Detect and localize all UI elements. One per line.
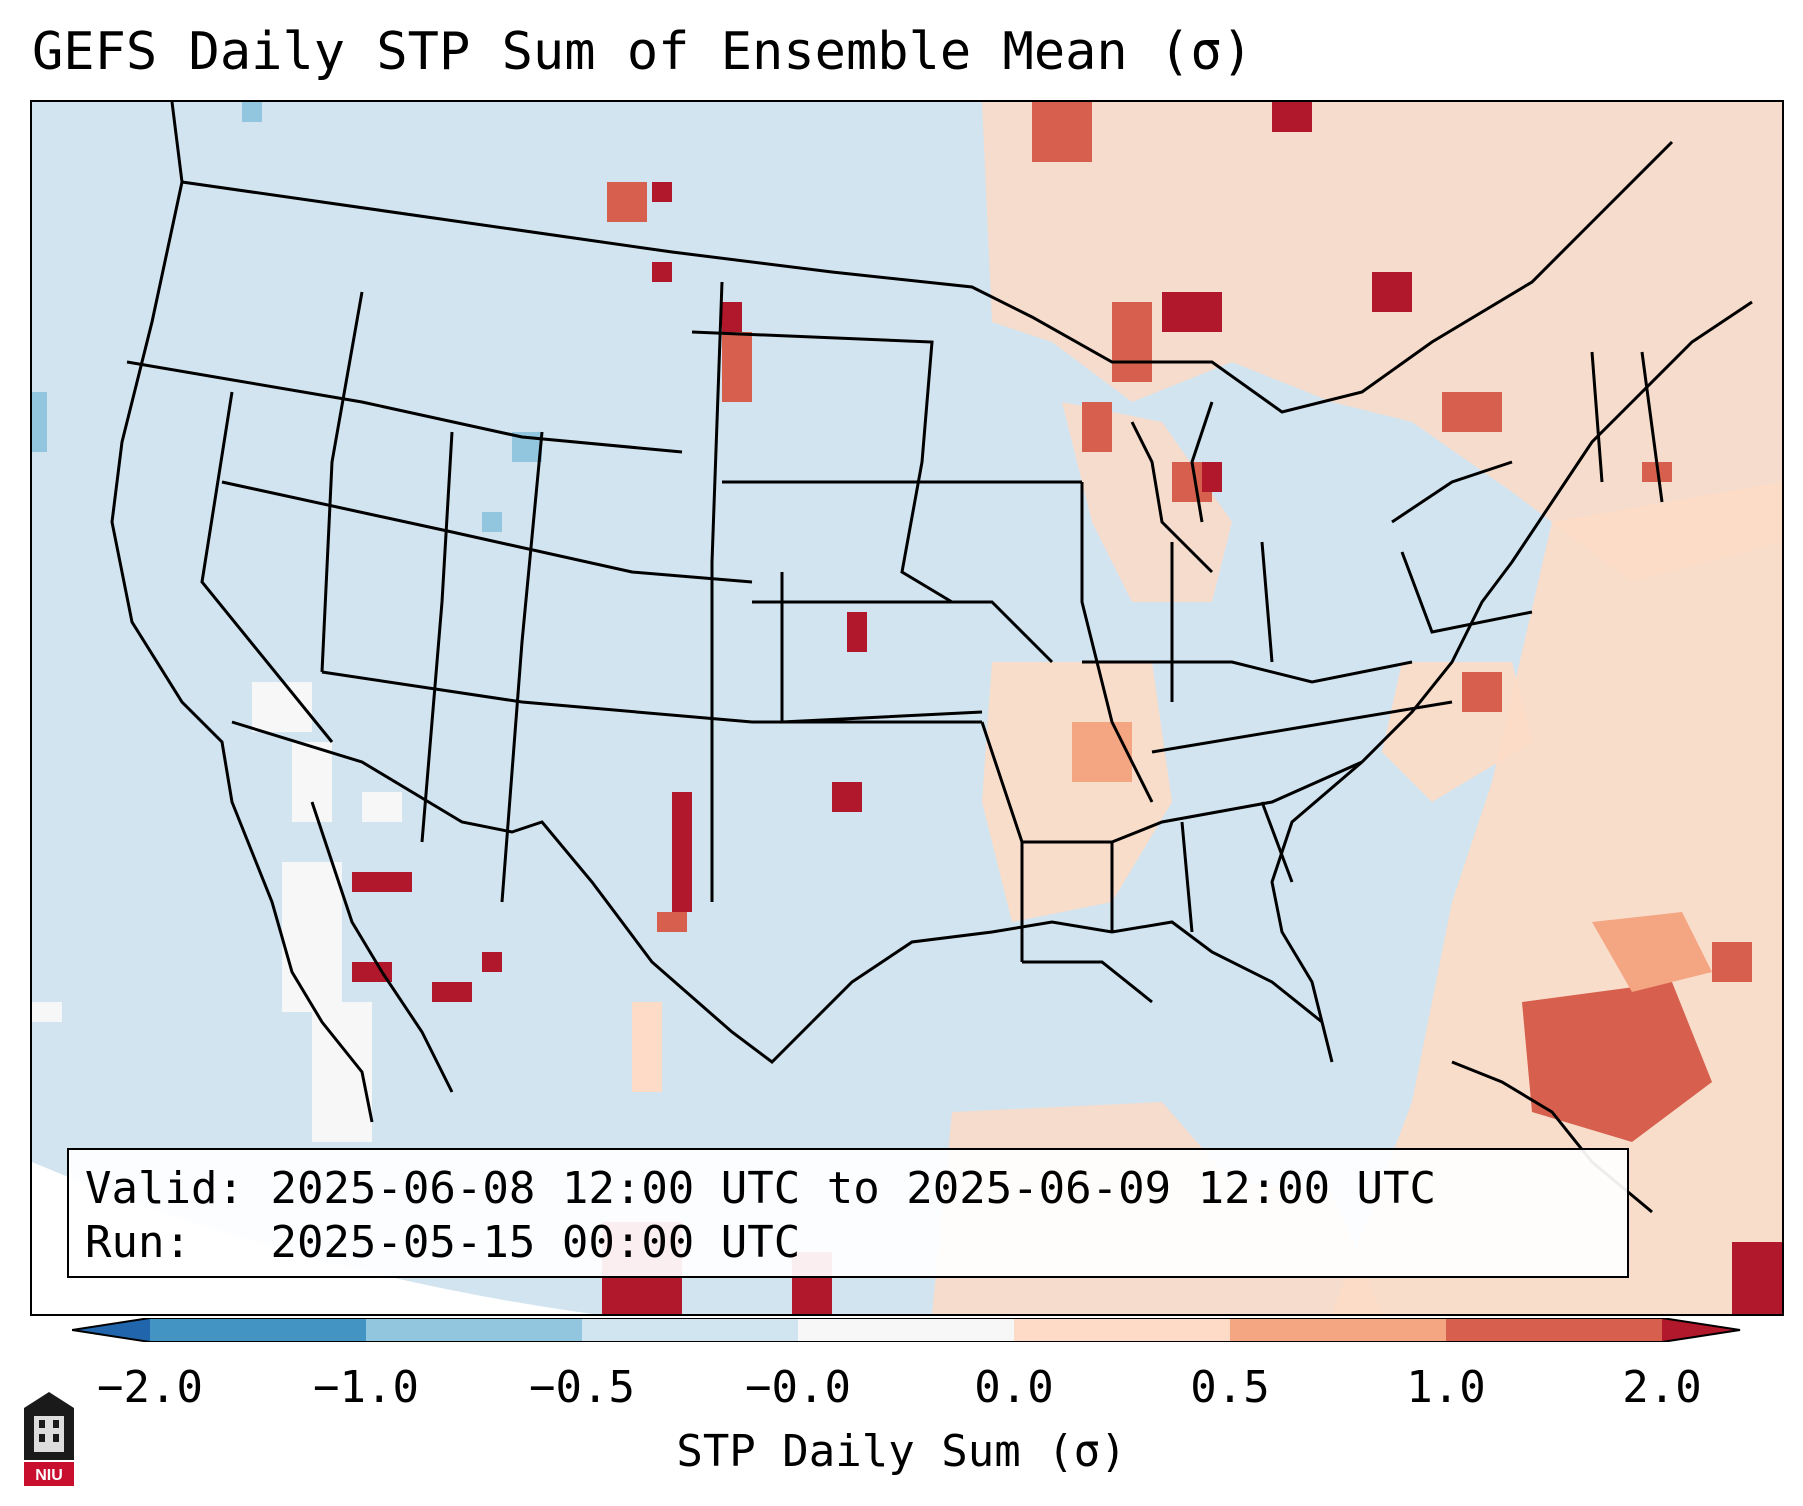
anomaly-cell: [282, 862, 342, 1012]
anomaly-cell: [1202, 462, 1222, 492]
anomaly-cell: [652, 182, 672, 202]
colorbar-extend-high: [1662, 1318, 1740, 1342]
state-line: [1260, 801, 1294, 883]
colorbar: [72, 1318, 1741, 1342]
state-line: [221, 480, 753, 584]
state-line: [780, 572, 983, 724]
anomaly-cell: [1712, 942, 1752, 982]
colorbar-tick-label: 0.0: [974, 1362, 1054, 1413]
anomaly-cell: [32, 392, 47, 452]
anomaly-cell: [352, 962, 392, 982]
anomaly-cells: [32, 102, 1782, 1314]
anomaly-cell: [1072, 722, 1132, 782]
michigan-shoreline: [1190, 401, 1214, 523]
state-line: [1180, 821, 1194, 933]
stp-map: [32, 102, 1782, 1314]
anomaly-cell: [657, 912, 687, 932]
atlantic-strong-cluster: [1522, 982, 1712, 1142]
state-line: [1590, 351, 1604, 483]
state-line: [691, 330, 953, 604]
state-line: [321, 670, 982, 724]
anomaly-cell: [1372, 272, 1412, 312]
atlantic-mid-cluster: [1592, 912, 1712, 992]
logo-text: NIU: [35, 1467, 63, 1484]
anomaly-cell: [1442, 392, 1502, 432]
michigan-shoreline: [1130, 421, 1214, 574]
colorbar-tick-label: −1.0: [313, 1362, 419, 1413]
anomaly-cell: [242, 102, 262, 122]
state-line: [1082, 660, 1413, 684]
valid-run-info-box: Valid: 2025-06-08 12:00 UTC to 2025-06-0…: [67, 1148, 1629, 1278]
northeast-positive-area: [982, 102, 1782, 582]
anomaly-cell: [482, 952, 502, 972]
colorbar-segment: [366, 1318, 582, 1342]
anomaly-cell: [847, 612, 867, 652]
gulf-atlantic-coastline: [810, 300, 1753, 1063]
anomaly-cell: [1162, 292, 1222, 332]
colorbar-tick-label: −0.5: [529, 1362, 635, 1413]
anomaly-cell: [722, 332, 752, 402]
run-time: 2025-05-15 00:00 UTC: [270, 1217, 801, 1268]
boundaries: [110, 102, 1753, 1214]
anomaly-cell: [1082, 402, 1112, 452]
niu-logo: NIU: [24, 1392, 74, 1486]
colorbar-segment: [1014, 1318, 1230, 1342]
state-line: [126, 360, 683, 454]
anomaly-cell: [672, 792, 692, 912]
state-line: [1260, 541, 1274, 663]
anomaly-cell: [352, 872, 412, 892]
state-line: [752, 600, 1054, 664]
anomaly-cell: [362, 792, 402, 822]
colorbar-segment: [150, 1318, 366, 1342]
map-panel: [30, 100, 1784, 1316]
anomaly-cell: [832, 782, 862, 812]
plot-title: GEFS Daily STP Sum of Ensemble Mean (σ): [32, 22, 1253, 82]
anomaly-cell: [1732, 1242, 1782, 1314]
valid-label: Valid:: [85, 1163, 244, 1214]
state-line: [1151, 700, 1453, 754]
anomaly-cell: [632, 1002, 662, 1092]
canada-us-border: [181, 140, 1674, 414]
state-line: [1400, 551, 1533, 634]
state-line: [1022, 960, 1153, 1004]
pacific-coastline: [110, 102, 374, 1123]
anomaly-cell: [432, 982, 472, 1002]
state-line: [200, 391, 334, 743]
colorbar-segment: [1230, 1318, 1446, 1342]
anomaly-cell: [292, 742, 332, 822]
lake-erie-shoreline: [1391, 460, 1513, 524]
anomaly-cell: [1032, 102, 1092, 162]
run-label: Run:: [85, 1217, 191, 1268]
colorbar-segment: [1446, 1318, 1662, 1342]
baja-coastline: [310, 801, 454, 1093]
anomaly-cell: [32, 1002, 62, 1022]
colorbar-outline: [72, 1318, 1741, 1342]
anomaly-cell: [1272, 102, 1312, 132]
colorbar-tick-label: −2.0: [97, 1362, 203, 1413]
colorbar-extend-low: [72, 1318, 150, 1342]
colorbar-tick-label: 2.0: [1622, 1362, 1702, 1413]
colorbar-tick-label: 0.5: [1190, 1362, 1270, 1413]
anomaly-cell: [722, 302, 742, 332]
anomaly-cell: [1112, 302, 1152, 382]
colorbar-segment: [798, 1318, 1014, 1342]
state-line: [710, 281, 724, 902]
ozarks-positive-area: [982, 662, 1172, 922]
mexico-us-border: [231, 720, 814, 1064]
anomaly-cell: [482, 512, 502, 532]
colorbar-tick-label: −0.0: [745, 1362, 851, 1413]
anomaly-cell: [1462, 672, 1502, 712]
colorbar-tick-label: 1.0: [1406, 1362, 1486, 1413]
state-line: [320, 291, 364, 673]
valid-time-range: 2025-06-08 12:00 UTC to 2025-06-09 12:00…: [270, 1163, 1437, 1214]
state-line: [500, 431, 544, 903]
anomaly-cell: [652, 262, 672, 282]
anomaly-cell: [607, 182, 647, 222]
state-line: [1640, 351, 1664, 503]
state-line: [420, 431, 454, 843]
colorbar-label: STP Daily Sum (σ): [676, 1426, 1127, 1477]
state-line: [1022, 760, 1363, 844]
colorbar-segment: [582, 1318, 798, 1342]
